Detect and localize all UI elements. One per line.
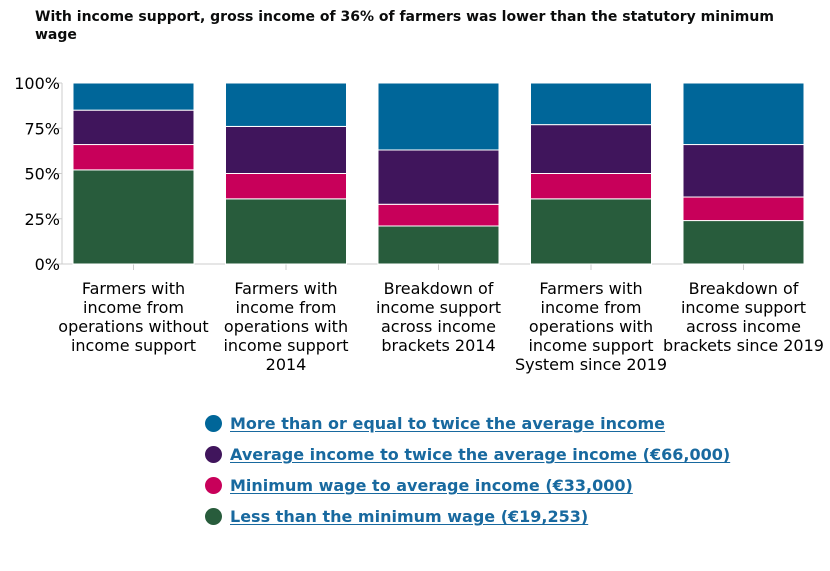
bar-segment[interactable] (225, 173, 347, 200)
bar-segment[interactable] (530, 82, 652, 126)
legend-item-below-minimum[interactable]: Less than the minimum wage (€19,253) (205, 501, 730, 532)
legend-item-average-to-twice[interactable]: Average income to twice the average inco… (205, 439, 730, 470)
bar-segment[interactable] (530, 124, 652, 174)
bar-segment[interactable] (682, 220, 805, 265)
y-tick-label: 100% (14, 74, 60, 93)
bar-segment[interactable] (225, 82, 347, 127)
bar-segment[interactable] (530, 198, 652, 265)
bar-segment[interactable] (377, 82, 500, 151)
legend-swatch-icon (205, 415, 222, 432)
legend-item-above-twice-average[interactable]: More than or equal to twice the average … (205, 408, 730, 439)
chart-title: With income support, gross income of 36%… (35, 9, 774, 43)
legend-label[interactable]: Less than the minimum wage (€19,253) (230, 507, 589, 526)
x-tick-label: Breakdown of income support across income b… (376, 279, 501, 355)
x-tick-label: Breakdown of income support across income b… (663, 279, 824, 355)
x-axis (62, 263, 800, 270)
category-labels: Farmers with income from operations withou… (58, 279, 824, 374)
x-tick-label: Farmers with income from operations with in… (515, 279, 667, 374)
legend-swatch-icon (205, 477, 222, 494)
legend-label[interactable]: Average income to twice the average inco… (230, 445, 731, 464)
bar-segment[interactable] (530, 173, 652, 200)
bar-segment[interactable] (225, 198, 347, 265)
y-tick-label: 0% (35, 255, 60, 274)
stacked-bar-chart: 0% 25% 50% 75% 100% Farmers with income from o… (14, 74, 824, 374)
legend-item-minimum-to-average[interactable]: Minimum wage to average income (€33,000) (205, 470, 730, 501)
legend-swatch-icon (205, 446, 222, 463)
legend-label[interactable]: More than or equal to twice the average … (230, 414, 666, 433)
bars (72, 82, 805, 265)
bar-segment[interactable] (72, 144, 195, 171)
x-tick-label: Farmers with income from operations with in… (223, 279, 348, 374)
legend: More than or equal to twice the average … (205, 408, 730, 532)
bar-segment[interactable] (377, 149, 500, 205)
legend-swatch-icon (205, 508, 222, 525)
legend-label[interactable]: Minimum wage to average income (€33,000) (230, 476, 633, 495)
bar-segment[interactable] (682, 196, 805, 222)
y-tick-label: 25% (24, 210, 60, 229)
y-tick-label: 50% (24, 165, 60, 184)
x-tick-label: Farmers with income from operations withou… (58, 279, 208, 355)
bar-segment[interactable] (682, 82, 805, 146)
bar-segment[interactable] (72, 109, 195, 146)
y-tick-label: 75% (24, 119, 60, 138)
bar-segment[interactable] (377, 203, 500, 227)
bar-segment[interactable] (682, 144, 805, 198)
bar-segment[interactable] (72, 169, 195, 265)
bar-segment[interactable] (377, 225, 500, 265)
bar-segment[interactable] (225, 125, 347, 175)
bar-segment[interactable] (72, 82, 195, 111)
y-axis: 0% 25% 50% 75% 100% (14, 74, 63, 274)
